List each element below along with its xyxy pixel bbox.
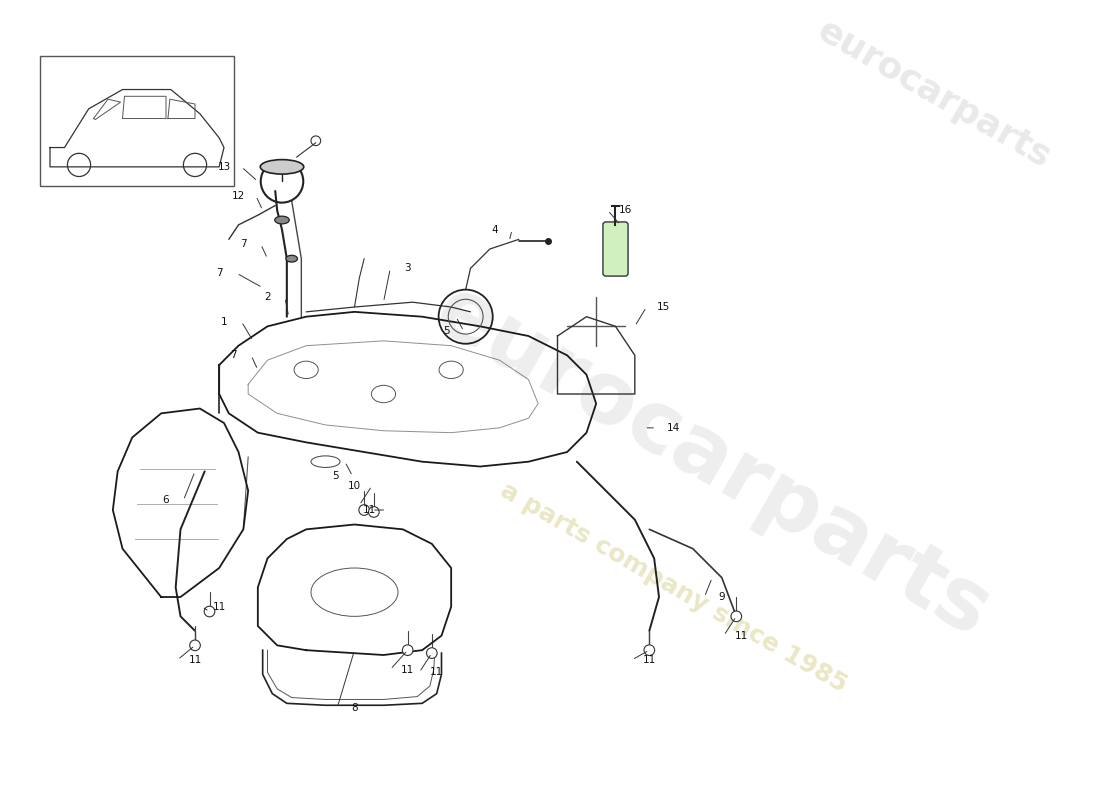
Text: 11: 11 (735, 630, 748, 641)
Text: 7: 7 (240, 239, 246, 249)
FancyBboxPatch shape (603, 222, 628, 276)
Text: 2: 2 (264, 292, 271, 302)
Text: 7: 7 (216, 268, 222, 278)
Text: 4: 4 (492, 225, 498, 234)
Text: 13: 13 (218, 162, 231, 172)
Text: 11: 11 (430, 667, 443, 678)
Ellipse shape (275, 216, 289, 224)
Text: 11: 11 (212, 602, 226, 612)
Text: 11: 11 (188, 655, 201, 665)
Circle shape (189, 640, 200, 650)
Text: 1: 1 (221, 317, 228, 326)
Text: 8: 8 (351, 703, 358, 713)
Text: eurocarparts: eurocarparts (812, 14, 1057, 175)
Text: 10: 10 (348, 481, 361, 491)
Text: 11: 11 (362, 505, 375, 515)
Text: 11: 11 (402, 665, 415, 674)
Text: 16: 16 (618, 206, 631, 215)
Bar (41, 56, 233, 186)
Text: 3: 3 (405, 263, 411, 274)
Text: eurocarparts: eurocarparts (419, 269, 1004, 654)
Text: a parts company since 1985: a parts company since 1985 (496, 478, 851, 697)
Circle shape (427, 648, 437, 658)
Circle shape (732, 611, 741, 622)
Text: 5: 5 (332, 471, 339, 481)
Circle shape (359, 505, 370, 515)
Circle shape (403, 645, 412, 655)
Text: 9: 9 (718, 592, 725, 602)
Text: 12: 12 (232, 191, 245, 201)
Circle shape (205, 606, 214, 617)
Text: 11: 11 (642, 655, 656, 665)
Ellipse shape (286, 255, 297, 262)
Text: 5: 5 (443, 326, 450, 336)
Ellipse shape (261, 160, 304, 174)
Text: 7: 7 (230, 350, 236, 360)
Circle shape (644, 645, 654, 655)
Circle shape (368, 506, 379, 518)
Text: 14: 14 (667, 423, 680, 433)
Text: 15: 15 (657, 302, 670, 312)
Text: 6: 6 (163, 495, 169, 506)
